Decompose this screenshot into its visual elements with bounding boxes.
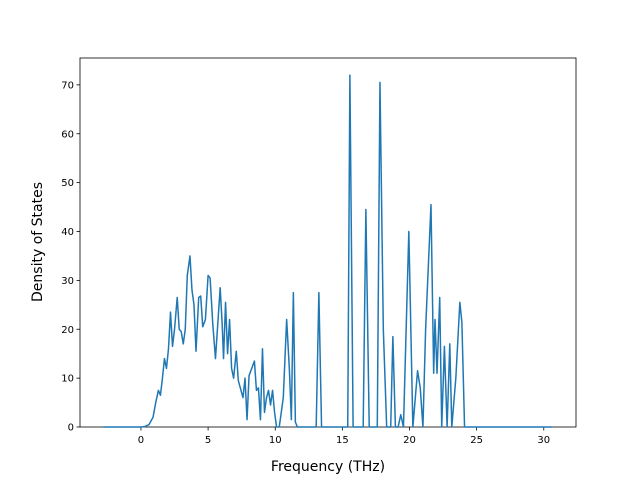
y-axis-label: Density of States: [30, 182, 46, 302]
x-tick-label: 30: [537, 435, 550, 446]
y-tick-label: 20: [61, 325, 74, 336]
x-tick-label: 5: [205, 435, 211, 446]
x-axis-label: Frequency (THz): [271, 459, 385, 475]
x-tick-label: 20: [403, 435, 416, 446]
y-tick-label: 10: [61, 374, 74, 385]
plot-frame: [79, 57, 577, 428]
x-tick-label: 25: [470, 435, 483, 446]
dos-line: [103, 74, 552, 428]
y-tick-label: 0: [68, 423, 74, 434]
y-tick-label: 30: [61, 276, 74, 287]
y-tick-label: 60: [61, 129, 74, 140]
y-tick-label: 70: [61, 80, 74, 91]
x-tick-label: 10: [269, 435, 282, 446]
x-tick-label: 15: [336, 435, 349, 446]
y-tick-label: 40: [61, 227, 74, 238]
y-tick-label: 50: [61, 178, 74, 189]
x-tick-label: 0: [138, 435, 144, 446]
